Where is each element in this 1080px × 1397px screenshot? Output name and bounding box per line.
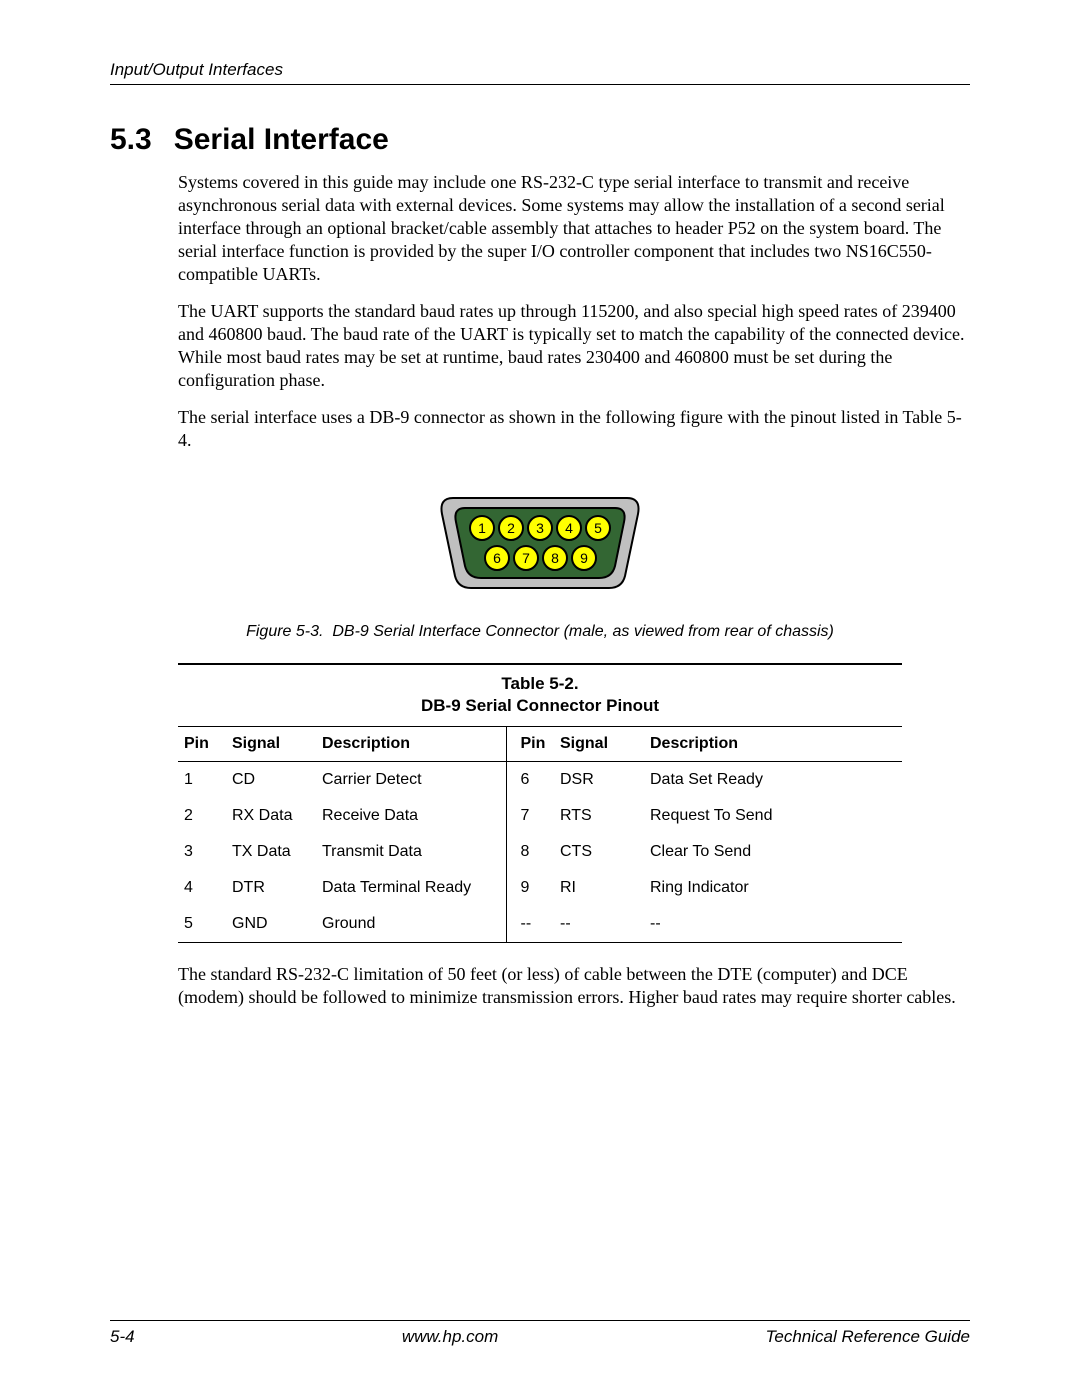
- table-cell: 3: [178, 834, 226, 870]
- pinout-table: Pin Signal Description Pin Signal Descri…: [178, 726, 902, 942]
- chapter-title: Input/Output Interfaces: [110, 60, 283, 79]
- table-row: 1CDCarrier Detect6DSRData Set Ready: [178, 761, 902, 798]
- svg-text:1: 1: [478, 520, 486, 536]
- paragraph-3: The serial interface uses a DB-9 connect…: [178, 406, 970, 452]
- col-description-2: Description: [644, 726, 902, 761]
- table-cell: 9: [506, 870, 554, 906]
- col-description: Description: [316, 726, 506, 761]
- table-cell: DSR: [554, 761, 644, 798]
- footer-page-number: 5-4: [110, 1327, 135, 1347]
- table-cell: Carrier Detect: [316, 761, 506, 798]
- pinout-table-wrap: Table 5-2. DB-9 Serial Connector Pinout …: [178, 663, 902, 942]
- table-cell: Data Set Ready: [644, 761, 902, 798]
- paragraph-1: Systems covered in this guide may includ…: [178, 171, 970, 286]
- table-cell: Receive Data: [316, 798, 506, 834]
- paragraph-2: The UART supports the standard baud rate…: [178, 300, 970, 392]
- footer-url: www.hp.com: [402, 1327, 498, 1347]
- svg-text:8: 8: [551, 550, 559, 566]
- figure-caption-text: DB-9 Serial Interface Connector (male, a…: [332, 623, 834, 640]
- table-cell: 4: [178, 870, 226, 906]
- table-cell: GND: [226, 906, 316, 942]
- page: Input/Output Interfaces 5.3 Serial Interf…: [0, 0, 1080, 1397]
- table-cell: --: [644, 906, 902, 942]
- figure-caption: Figure 5-3. DB-9 Serial Interface Connec…: [110, 623, 970, 641]
- table-cell: Clear To Send: [644, 834, 902, 870]
- svg-text:7: 7: [522, 550, 530, 566]
- table-cell: Request To Send: [644, 798, 902, 834]
- table-cell: 1: [178, 761, 226, 798]
- table-row: 3TX DataTransmit Data8CTSClear To Send: [178, 834, 902, 870]
- table-header-row: Pin Signal Description Pin Signal Descri…: [178, 726, 902, 761]
- figure-caption-label: Figure 5-3.: [246, 623, 323, 640]
- section-title: Serial Interface: [174, 123, 389, 156]
- footer-guide-title: Technical Reference Guide: [766, 1327, 970, 1347]
- table-cell: Ring Indicator: [644, 870, 902, 906]
- table-cell: Data Terminal Ready: [316, 870, 506, 906]
- table-bottom-rule: [178, 942, 902, 943]
- table-cell: 8: [506, 834, 554, 870]
- table-cell: --: [554, 906, 644, 942]
- table-cell: RTS: [554, 798, 644, 834]
- table-cell: Transmit Data: [316, 834, 506, 870]
- col-signal: Signal: [226, 726, 316, 761]
- svg-text:2: 2: [507, 520, 515, 536]
- db9-connector-icon: 1 2 3 4 5 6 7 8 9: [435, 492, 645, 594]
- col-pin: Pin: [178, 726, 226, 761]
- table-cell: RX Data: [226, 798, 316, 834]
- svg-text:6: 6: [493, 550, 501, 566]
- table-cell: 7: [506, 798, 554, 834]
- table-cell: DTR: [226, 870, 316, 906]
- table-cell: Ground: [316, 906, 506, 942]
- table-cell: 5: [178, 906, 226, 942]
- table-row: 5GNDGround------: [178, 906, 902, 942]
- col-pin-2: Pin: [506, 726, 554, 761]
- table-cell: 2: [178, 798, 226, 834]
- section-number: 5.3: [110, 123, 152, 156]
- svg-text:9: 9: [580, 550, 588, 566]
- table-row: 2RX DataReceive Data7RTSRequest To Send: [178, 798, 902, 834]
- paragraph-4: The standard RS-232-C limitation of 50 f…: [178, 963, 970, 1009]
- svg-text:4: 4: [565, 520, 573, 536]
- table-cell: --: [506, 906, 554, 942]
- table-row: 4DTRData Terminal Ready9RIRing Indicator: [178, 870, 902, 906]
- table-subtitle: DB-9 Serial Connector Pinout: [421, 696, 659, 715]
- table-cell: CD: [226, 761, 316, 798]
- table-cell: CTS: [554, 834, 644, 870]
- table-cell: TX Data: [226, 834, 316, 870]
- table-cell: 6: [506, 761, 554, 798]
- table-label: Table 5-2.: [501, 674, 578, 693]
- figure-db9-connector: 1 2 3 4 5 6 7 8 9: [110, 492, 970, 599]
- table-cell: RI: [554, 870, 644, 906]
- table-top-rule: [178, 663, 902, 673]
- col-signal-2: Signal: [554, 726, 644, 761]
- svg-text:3: 3: [536, 520, 544, 536]
- section-heading: 5.3 Serial Interface: [110, 123, 970, 157]
- page-footer: 5-4 www.hp.com Technical Reference Guide: [110, 1320, 970, 1347]
- table-title: Table 5-2. DB-9 Serial Connector Pinout: [178, 673, 902, 717]
- page-header-rule: Input/Output Interfaces: [110, 60, 970, 85]
- svg-text:5: 5: [594, 520, 602, 536]
